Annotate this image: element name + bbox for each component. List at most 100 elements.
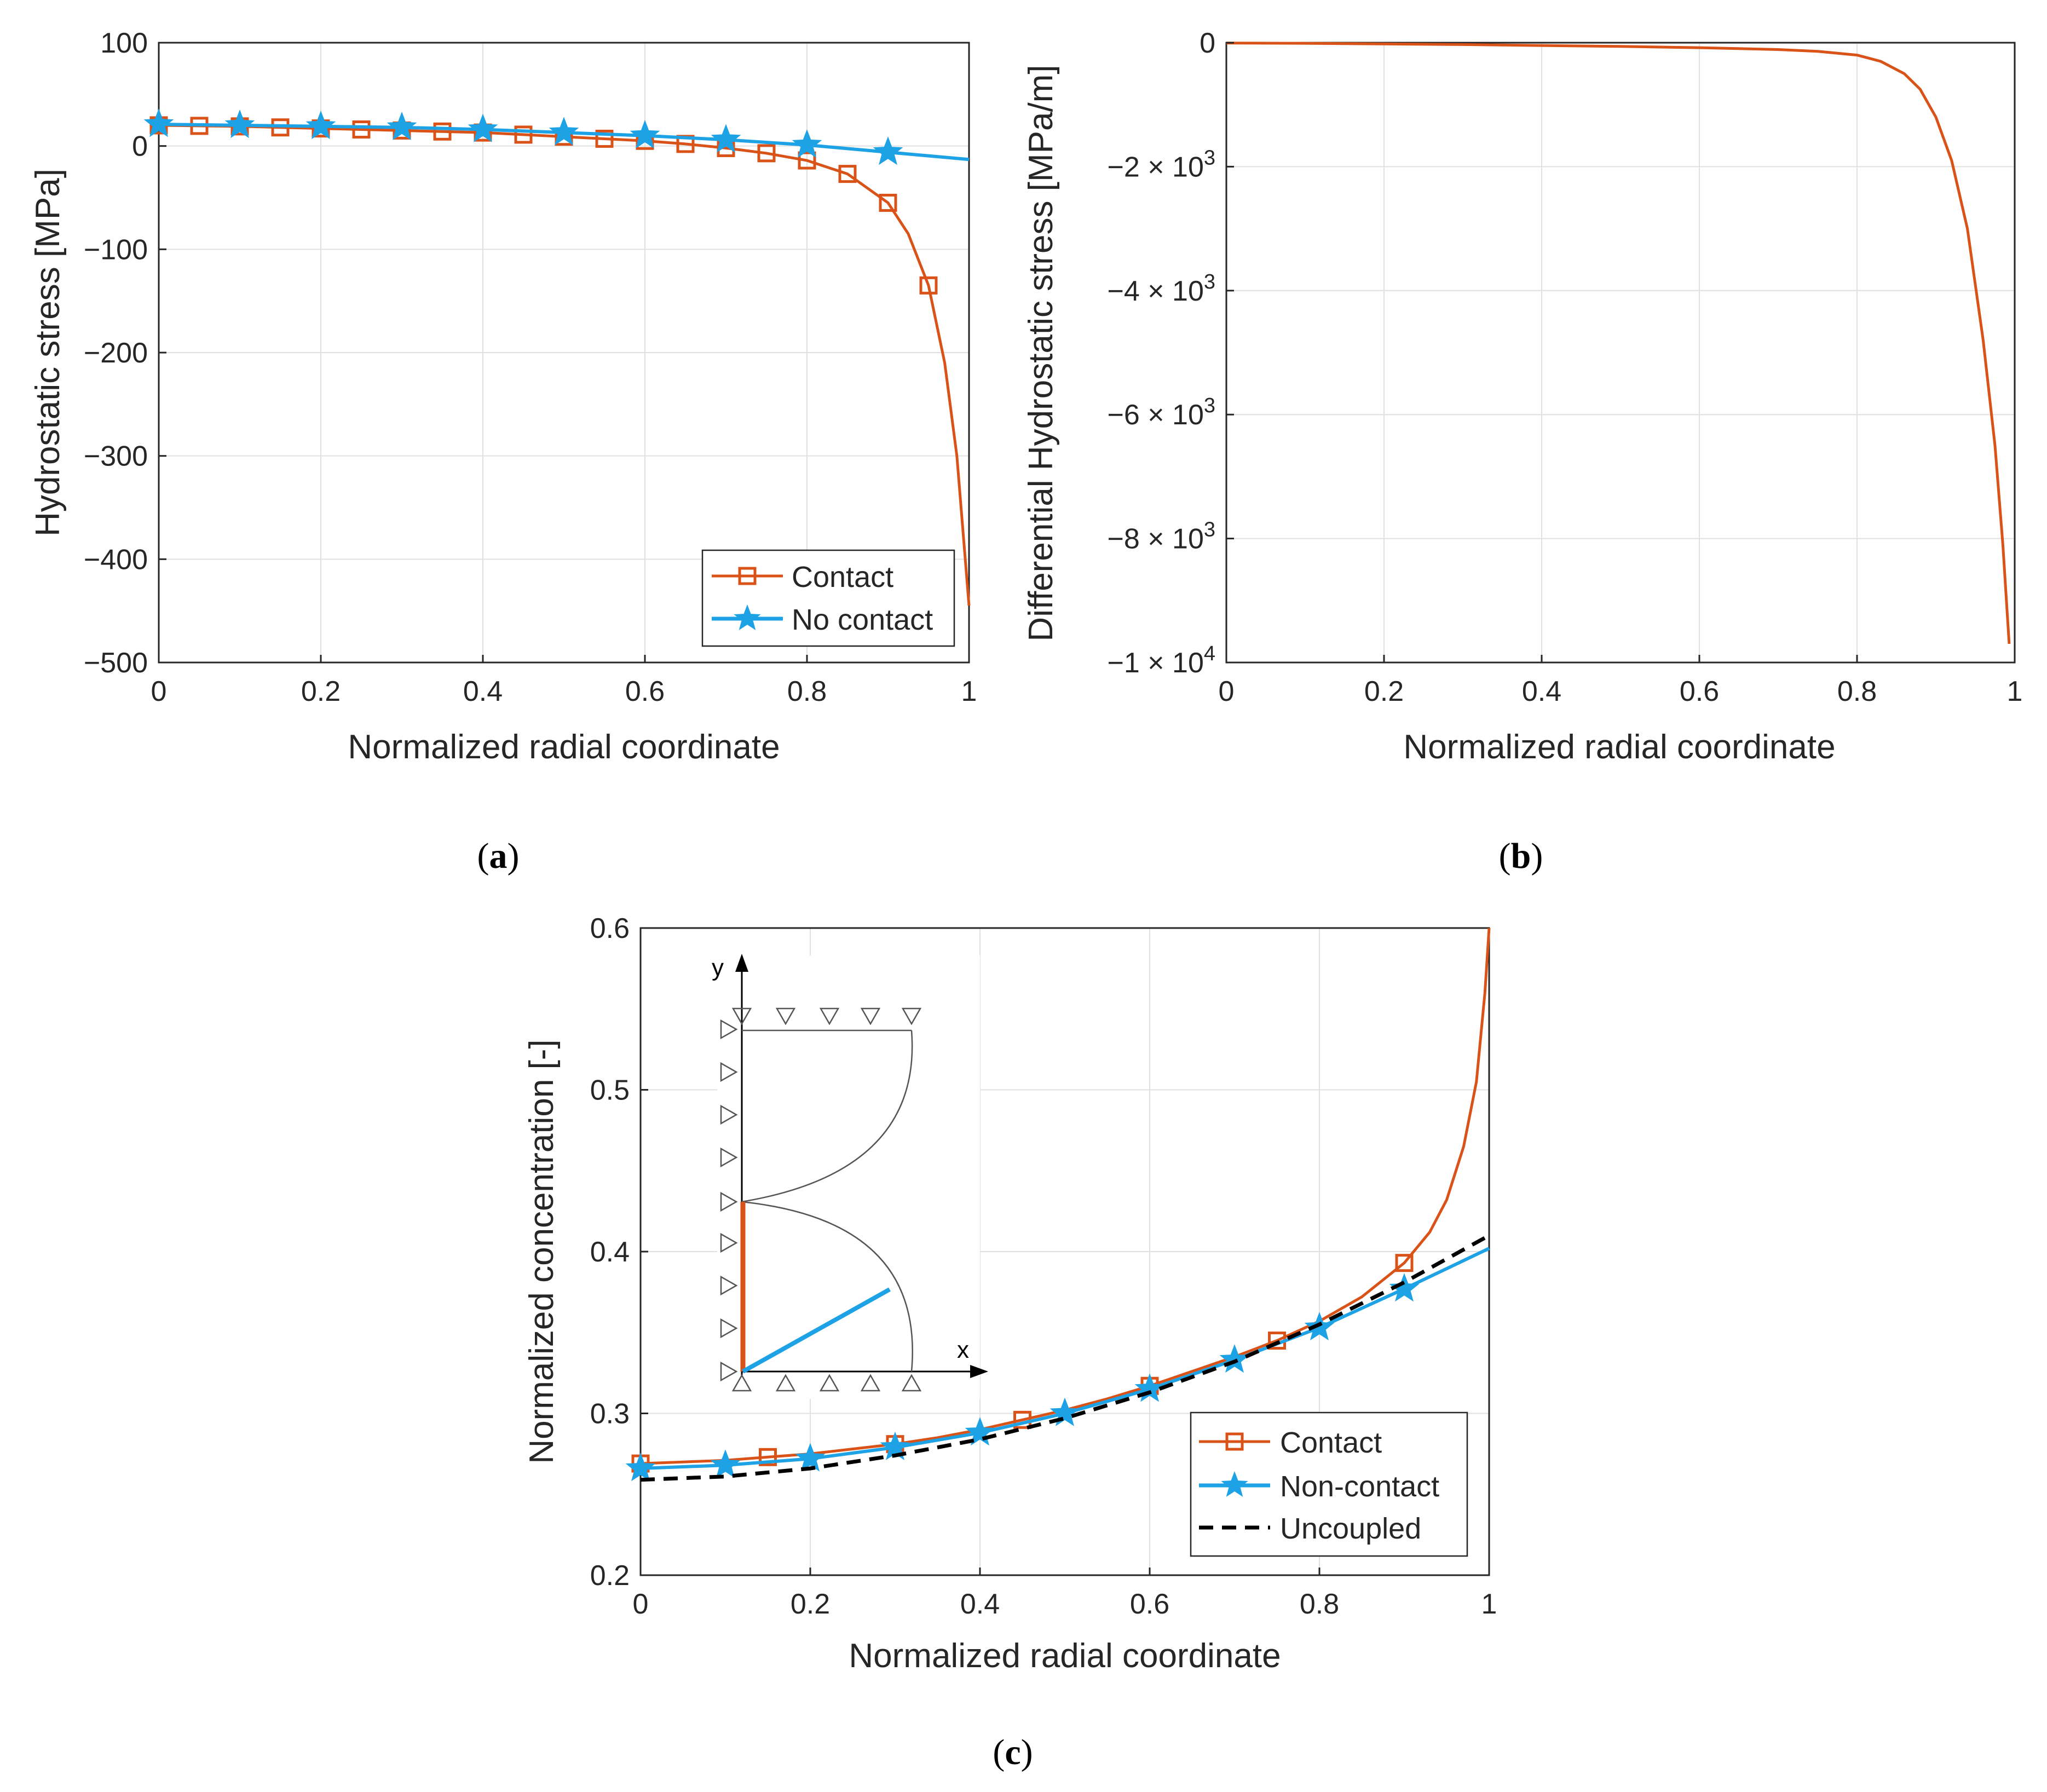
panel-a-contact-marker	[352, 120, 371, 139]
inset-bottom-support-icon	[860, 1374, 881, 1392]
panel-a-y-tick-label: −100	[84, 234, 148, 266]
panel-a-contact-marker	[879, 193, 897, 212]
panel-b-y-tick-label: −1 × 104	[1107, 642, 1215, 679]
panel-b-y-tick-label: −2 × 103	[1107, 146, 1215, 183]
panel-c-series-uncoupled-line	[640, 1234, 1490, 1482]
panel-c-legend-noncontact-marker	[1221, 1471, 1248, 1497]
inset-left-support-icon	[720, 1019, 738, 1040]
panel-a-x-tick-label: 0.6	[625, 676, 665, 707]
panel-c-x-tick-label: 0.4	[960, 1588, 1000, 1620]
panel-c-x-tick-label: 1	[1481, 1588, 1497, 1620]
panel-c-noncontact-marker	[710, 1449, 741, 1478]
inset-bottom-support-icon	[775, 1374, 796, 1392]
panel-a-x-axis-label: Normalized radial coordinate	[348, 728, 780, 766]
panel-b-x-tick-label: 0	[1219, 676, 1235, 707]
inset-top-support-icon	[860, 1007, 881, 1025]
panel-c-x-tick-label: 0.2	[791, 1588, 830, 1620]
panel-c-legend-star-shape	[1221, 1471, 1248, 1497]
panel-b-y-tick-label: −4 × 103	[1107, 270, 1215, 307]
inset-left-support-icon	[720, 1361, 738, 1382]
panel-a-x-ticks: 0 0.2 0.4 0.6 0.8 1	[151, 655, 977, 707]
inset-lower-arc	[741, 1201, 913, 1372]
panel-a-y-tick-label: 0	[132, 131, 148, 163]
panel-c-contact-marker	[759, 1448, 777, 1466]
panel-c: y x 0 0.2 0.4 0.6 0.8 1 0.60.50.40.30.2 Norma…	[523, 913, 1497, 1772]
panel-a-y-ticks: 100 0 −100 −200 −300 −400 −500	[84, 27, 166, 679]
panel-a-contact-marker	[838, 165, 857, 183]
panel-b-series-differential-hydrostatic-stress-line	[1226, 42, 2011, 644]
panel-c-legend-noncontact-label: Non-contact	[1280, 1470, 1439, 1503]
panel-a-grid	[158, 42, 970, 663]
panel-c-y-tick-label: 0.3	[590, 1398, 630, 1430]
panel-b-x-tick-label: 1	[2007, 676, 2023, 707]
panel-a-noncontact-marker	[387, 111, 417, 140]
panel-a-legend-box	[701, 549, 955, 647]
panel-b-axes-box	[1225, 42, 2016, 664]
panel-c-x-axis-label: Normalized radial coordinate	[849, 1637, 1281, 1675]
panel-c-noncontact-marker	[625, 1453, 656, 1482]
inset-left-support-icon	[720, 1232, 738, 1253]
panel-c-legend-contact-label: Contact	[1280, 1426, 1382, 1459]
panel-c-x-tick-label: 0	[633, 1588, 649, 1620]
panel-b-x-ticks: 0 0.2 0.4 0.6 0.8 1	[1219, 655, 2023, 707]
panel-a-contact-marker	[433, 122, 452, 141]
inset-upper-arc	[741, 1030, 913, 1203]
panel-a-y-tick-label: 100	[100, 27, 148, 59]
panel-a-legend-contact-label: Contact	[792, 561, 893, 594]
inset-left-support-icon	[720, 1191, 738, 1212]
inset-x-arrow-icon	[970, 1365, 988, 1378]
panel-a-y-tick-label: −400	[84, 544, 148, 575]
inset-top-support-icon	[819, 1007, 840, 1025]
panel-a-legend: Contact No contact	[701, 549, 955, 647]
panel-a-noncontact-marker	[549, 117, 579, 146]
panel-a-contact-marker	[514, 125, 533, 144]
panel-a-x-tick-label: 0.8	[787, 676, 827, 707]
panel-c-legend-uncoupled-label: Uncoupled	[1280, 1512, 1421, 1545]
inset-left-support-icon	[720, 1104, 738, 1125]
panel-c-noncontact-marker	[1134, 1373, 1165, 1402]
panel-c-contact-marker	[1395, 1254, 1414, 1272]
panel-b-series	[1226, 42, 2011, 644]
inset-left-support-icon	[720, 1062, 738, 1082]
panel-a-legend-star-shape	[734, 604, 761, 630]
panel-c-y-tick-label: 0.5	[590, 1075, 630, 1107]
inset-bottom-support-icon	[901, 1374, 922, 1392]
panel-b-x-tick-label: 0.8	[1837, 676, 1877, 707]
panel-a-noncontact-marker	[468, 113, 498, 142]
panel-b-y-tick-label: −6 × 103	[1107, 394, 1215, 431]
panel-a: 0 0.2 0.4 0.6 0.8 1 1000−100−200−300−400−500 …	[29, 27, 977, 876]
panel-a-noncontact-marker	[305, 110, 336, 140]
inset-background	[717, 955, 980, 1399]
panel-a-legend-nocontact-label: No contact	[792, 603, 933, 636]
inset-schematic: y x	[712, 954, 988, 1399]
panel-a-legend-contact-marker	[738, 567, 757, 585]
panel-c-legend: Contact Non-contact Uncoupled	[1190, 1411, 1468, 1557]
panel-c-y-tick-label: 0.6	[590, 913, 630, 944]
panel-c-noncontact-marker	[965, 1417, 995, 1446]
panel-b-x-tick-label: 0.4	[1522, 676, 1561, 707]
panel-c-noncontact-marker	[795, 1443, 826, 1472]
panel-c-y-axis-label: Normalized concentration [-]	[523, 1039, 561, 1463]
panel-a-y-axis-label: Hydrostatic stress [MPa]	[29, 169, 67, 537]
panel-a-x-tick-label: 0	[151, 676, 167, 707]
inset-left-support-icon	[720, 1318, 738, 1339]
inset-left-support-icon	[720, 1275, 738, 1296]
inset-x-label: x	[957, 1336, 969, 1363]
panel-a-y-tick-label: −500	[84, 647, 148, 679]
panel-c-noncontact-marker	[1389, 1273, 1420, 1302]
panel-c-x-ticks: 0 0.2 0.4 0.6 0.8 1	[633, 1568, 1497, 1620]
inset-top-support-icon	[731, 1007, 752, 1025]
panel-b-x-tick-label: 0.6	[1680, 676, 1719, 707]
panel-a-series	[143, 108, 971, 606]
panel-a-x-tick-label: 0.4	[463, 676, 503, 707]
panel-c-noncontact-marker	[1050, 1397, 1080, 1426]
panel-b-y-tick-label: 0	[1200, 27, 1215, 59]
panel-b-y-tick-label: −8 × 103	[1107, 518, 1215, 555]
panel-c-legend-contact-marker	[1225, 1432, 1244, 1451]
inset-left-support-icon	[720, 1147, 738, 1168]
panel-a-contact-marker	[798, 151, 816, 170]
panel-c-noncontact-marker	[880, 1431, 910, 1460]
panel-c-noncontact-marker	[1219, 1344, 1250, 1373]
